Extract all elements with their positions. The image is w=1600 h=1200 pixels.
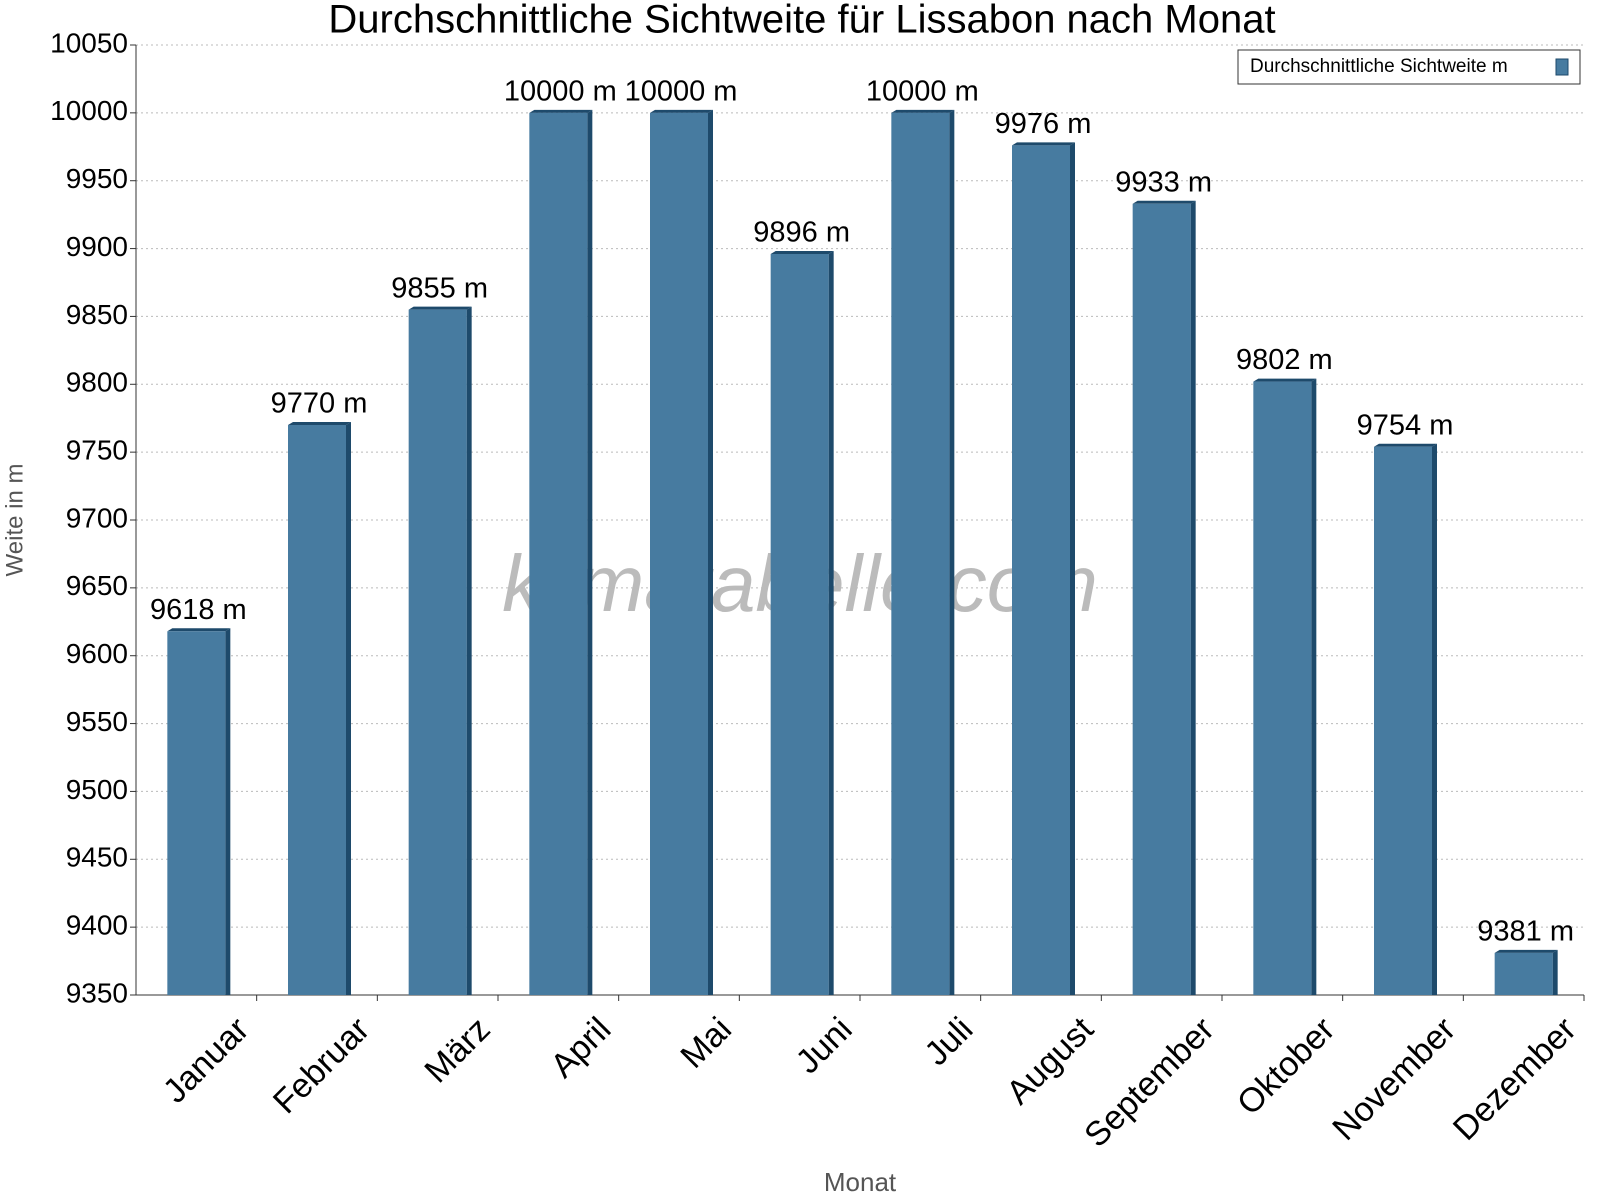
- x-tick-label: Juli: [917, 1010, 980, 1073]
- data-label: 9770 m: [271, 388, 368, 420]
- legend-box: [1237, 49, 1581, 85]
- bar-top: [529, 109, 593, 113]
- x-tick-label: Februar: [266, 1010, 377, 1121]
- bar-side: [1190, 200, 1196, 996]
- bar: [529, 112, 588, 996]
- bar-side: [1070, 142, 1075, 995]
- bar-top: [1132, 200, 1196, 204]
- x-tick-label: August: [999, 1010, 1101, 1112]
- bar-side: [1552, 949, 1558, 995]
- data-label: 9976 m: [995, 108, 1092, 140]
- bar: [1253, 381, 1312, 996]
- data-label: 9802 m: [1236, 344, 1333, 376]
- bar: [167, 631, 226, 995]
- y-tick-label: 9350: [66, 977, 128, 1008]
- bar: [770, 254, 829, 995]
- y-tick-label: 9650: [66, 570, 128, 601]
- bar-top: [1253, 378, 1317, 382]
- x-tick-label: März: [417, 1010, 497, 1090]
- bar: [1012, 145, 1070, 995]
- bar: [1374, 446, 1432, 995]
- data-label: 9855 m: [391, 272, 488, 304]
- x-tick-label: Oktober: [1230, 1010, 1342, 1122]
- bar-top: [770, 251, 834, 254]
- bar-top: [1374, 443, 1437, 447]
- data-label: 10000 m: [625, 76, 738, 108]
- y-tick-label: 9450: [66, 842, 128, 873]
- bar-side: [587, 109, 593, 996]
- bar: [891, 112, 950, 996]
- bar-top: [891, 109, 955, 113]
- y-tick-label: 9900: [66, 231, 128, 262]
- data-label: 9896 m: [753, 217, 850, 249]
- y-tick-label: 9400: [66, 910, 128, 941]
- bar-top: [167, 628, 231, 632]
- bar-side: [1432, 443, 1437, 995]
- legend-label: Durchschnittliche Sichtweite m: [1250, 56, 1508, 77]
- bar-top: [650, 109, 713, 113]
- bar-side: [949, 109, 955, 996]
- x-tick-label: Dezember: [1446, 1010, 1584, 1148]
- bar-side: [225, 628, 231, 995]
- bar: [1494, 952, 1553, 995]
- y-axis-title: Weite in m: [1, 464, 28, 577]
- bar-top: [1012, 142, 1075, 146]
- y-tick-label: 9750: [66, 435, 128, 466]
- bar-top: [288, 422, 351, 425]
- data-label: 9754 m: [1357, 409, 1454, 441]
- x-tick-label: Januar: [156, 1010, 256, 1110]
- y-tick-label: 9700: [66, 502, 128, 533]
- chart-title: Durchschnittliche Sichtweite für Lissabo…: [328, 0, 1275, 42]
- data-label: 9618 m: [150, 594, 247, 626]
- y-tick-label: 9500: [66, 774, 128, 805]
- x-tick-label: September: [1077, 1010, 1221, 1154]
- y-tick-label: 10000: [50, 95, 128, 126]
- legend-swatch: [1555, 58, 1569, 76]
- bar-side: [828, 251, 834, 995]
- y-tick-label: 10050: [50, 27, 128, 58]
- data-label: 10000 m: [504, 76, 617, 108]
- y-tick-label: 9800: [66, 367, 128, 398]
- x-tick-label: November: [1325, 1010, 1463, 1148]
- bar: [650, 112, 708, 996]
- y-tick-label: 9850: [66, 299, 128, 330]
- x-tick-label: April: [543, 1010, 618, 1085]
- x-tick-label: Mai: [673, 1010, 739, 1076]
- y-tick-label: 9550: [66, 706, 128, 737]
- bar-side: [346, 422, 351, 995]
- bar: [408, 309, 467, 996]
- bar: [288, 425, 346, 995]
- data-label: 9381 m: [1477, 916, 1574, 948]
- x-axis-title: Monat: [824, 1167, 897, 1197]
- bar: [1132, 203, 1191, 996]
- data-label: 10000 m: [866, 76, 979, 108]
- bar-top: [408, 306, 472, 310]
- data-label: 9933 m: [1115, 166, 1212, 198]
- y-tick-label: 9600: [66, 638, 128, 669]
- bar-side: [1311, 378, 1317, 996]
- bar-top: [1494, 949, 1558, 953]
- bar-side: [708, 109, 713, 996]
- x-tick-label: Juni: [789, 1010, 860, 1081]
- bar-side: [466, 306, 472, 996]
- y-tick-label: 9950: [66, 163, 128, 194]
